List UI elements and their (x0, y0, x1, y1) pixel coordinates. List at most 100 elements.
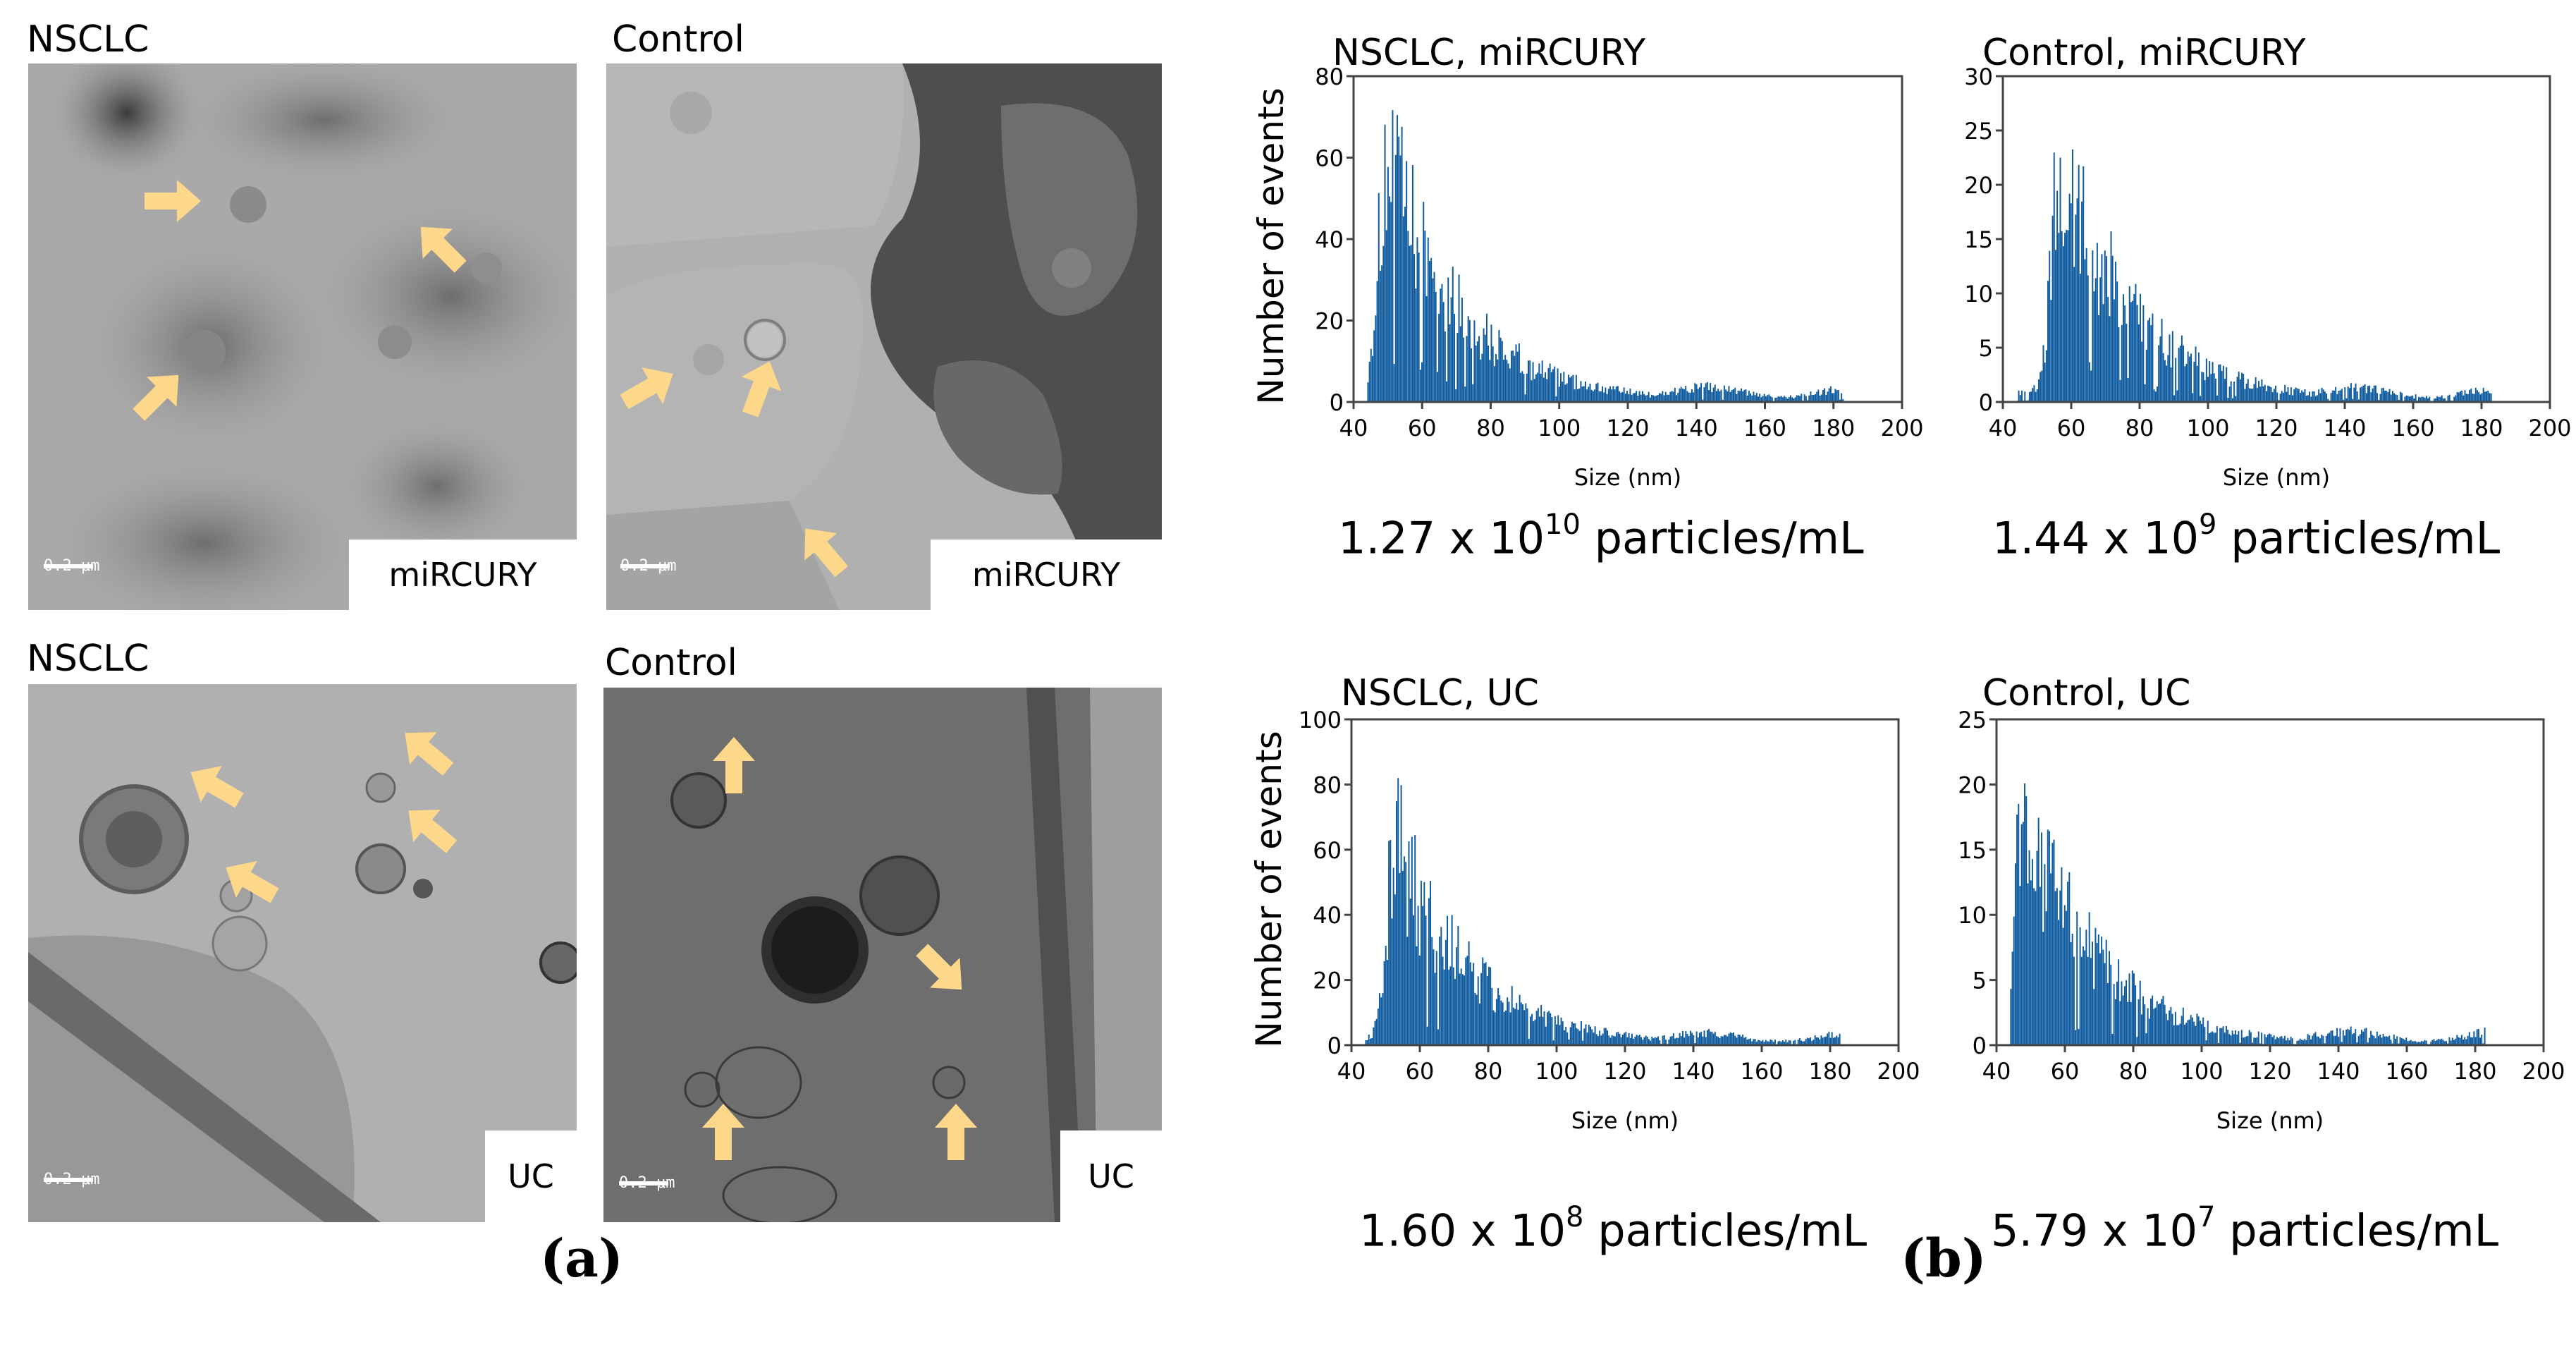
histogram-bar (1474, 992, 1476, 1045)
histogram-bar (1638, 391, 1640, 402)
histogram-bar (2142, 996, 2145, 1045)
histogram-bar (2424, 398, 2426, 402)
scale-bar-label: 0.2 μm (44, 557, 100, 575)
y-tick-label: 0 (1327, 1032, 1342, 1059)
histogram-bar (2019, 886, 2021, 1045)
histogram-bar (1695, 384, 1698, 402)
histogram-bar (2028, 850, 2030, 1045)
histogram-bar (1620, 1037, 1622, 1045)
histogram-bar (2099, 277, 2102, 402)
histogram-bar (2150, 324, 2152, 402)
histogram-bar (2400, 1037, 2403, 1045)
histogram-bar (2161, 319, 2163, 402)
histogram-bar (2040, 372, 2042, 402)
histogram-bar (2347, 386, 2349, 402)
histogram-bar (1614, 389, 1616, 402)
histogram-bar (2470, 1037, 2472, 1045)
y-tick-label: 0 (1979, 389, 1993, 416)
histogram-bar (1654, 396, 1656, 402)
histogram-bar (1468, 941, 1470, 1045)
histogram-bar (1805, 1039, 1807, 1045)
histogram-bar (1842, 398, 1844, 402)
histogram-bar (2164, 360, 2166, 402)
histogram-bar (1463, 337, 1465, 402)
histogram-bar (2304, 389, 2306, 402)
histogram-bar (1392, 110, 1394, 402)
histogram-bar (2456, 391, 2458, 402)
histogram-bar (1599, 1030, 1601, 1045)
histogram-bar (1607, 389, 1609, 402)
histogram-bar (2458, 392, 2460, 402)
histogram-bar (1488, 345, 1490, 402)
histogram-bar (2271, 1037, 2274, 1045)
x-tick-label: 40 (1339, 415, 1368, 441)
histogram-bar (1731, 1032, 1733, 1045)
histogram-bar (2262, 386, 2264, 402)
arrow-icon (916, 944, 962, 990)
histogram-bar (2381, 388, 2383, 402)
histogram-bar (2398, 399, 2400, 402)
histogram-bar (2413, 1041, 2415, 1045)
histogram-bar (2101, 937, 2103, 1045)
histogram-bar (2357, 399, 2360, 402)
histogram-bar (2453, 396, 2455, 402)
histogram-bar (1745, 1037, 1747, 1045)
histogram-bar (1770, 396, 1772, 402)
histogram-bar (2393, 393, 2396, 402)
histogram-bar (2350, 1026, 2352, 1045)
histogram-bar (2178, 348, 2180, 402)
histogram-bar (2016, 815, 2018, 1045)
em-image-control-mircury: 0.2 μm miRCURY (606, 63, 1162, 610)
histogram-bar (2287, 1037, 2289, 1045)
histogram-bar (2255, 1037, 2257, 1045)
x-tick-label: 60 (2057, 415, 2086, 441)
histogram-bar (1405, 862, 1407, 1045)
histogram-bar (1504, 355, 1507, 402)
histogram-bar (2221, 370, 2223, 402)
histogram-bar (1631, 1033, 1633, 1045)
histogram-bar (1717, 1037, 1719, 1045)
histogram-bar (1390, 839, 1392, 1045)
concentration-exponent: 7 (2197, 1201, 2216, 1233)
histogram-bar (2176, 1025, 2178, 1045)
histogram-bar (1753, 1039, 1755, 1045)
histogram-bar (1539, 1016, 1540, 1045)
histogram-bar (2216, 1026, 2218, 1045)
histogram-bar (1418, 955, 1421, 1045)
histogram-bar (1765, 1040, 1767, 1045)
histogram-0: NSCLC, miRCURY 0 20 40 60 80 40 60 80 100 120 140 16… (1251, 32, 1924, 491)
histogram-bar (2361, 386, 2363, 402)
histogram-bar (1480, 973, 1483, 1045)
histogram-bar (1472, 384, 1474, 402)
histogram-bar (2299, 393, 2301, 402)
histogram-bar (1439, 936, 1441, 1045)
histogram-bar (1371, 1037, 1373, 1045)
histogram-bar (1689, 392, 1691, 402)
histogram-bar (2345, 1029, 2348, 1045)
histogram-bar (2322, 389, 2324, 402)
x-tick-label: 160 (1740, 1058, 1783, 1085)
histogram-bar (2421, 396, 2423, 402)
histogram-bar (1447, 915, 1449, 1045)
histogram-bar (1388, 841, 1390, 1045)
histogram-bar (1637, 1035, 1639, 1045)
histogram-bar (2265, 391, 2267, 402)
histogram-bar (2282, 392, 2284, 402)
histogram-bar (2286, 391, 2288, 402)
arrow-icon (713, 737, 755, 793)
histogram-bar (2139, 980, 2141, 1045)
histogram-bar (2410, 396, 2412, 402)
x-tick-label: 40 (1337, 1058, 1366, 1085)
histogram-bar (2096, 243, 2098, 402)
histogram-bar (2132, 300, 2134, 402)
histogram-bar (1524, 394, 1526, 402)
histogram-bar (1401, 126, 1403, 402)
histogram-bar (2244, 1037, 2246, 1045)
histogram-bar (2024, 391, 2026, 402)
histogram-bar (1497, 359, 1499, 402)
concentration-exponent: 9 (2199, 508, 2217, 541)
histogram-bar (1791, 397, 1793, 402)
histogram-bar (2045, 911, 2047, 1045)
histogram-bar (2161, 999, 2163, 1045)
histogram-bar (1754, 1039, 1756, 1045)
